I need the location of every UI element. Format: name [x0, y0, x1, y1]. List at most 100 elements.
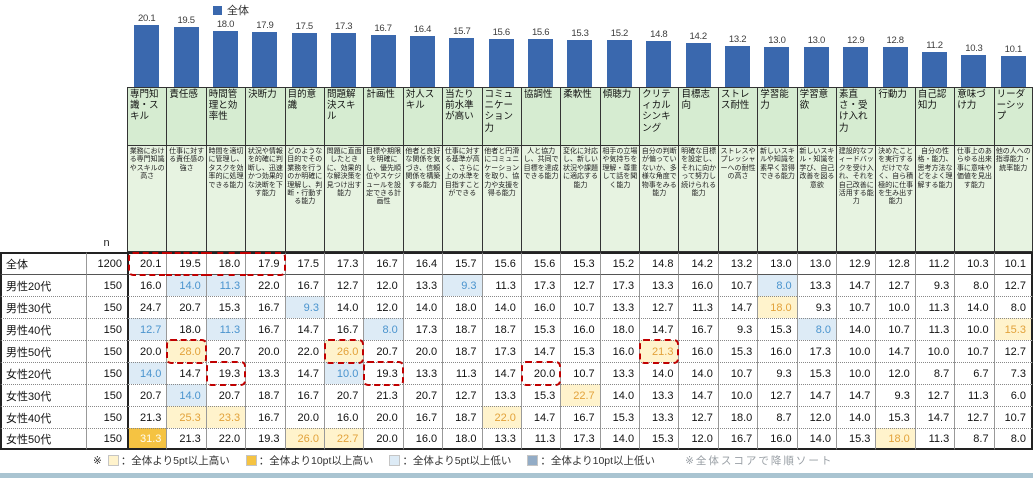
- score-cell: 14.7: [481, 362, 521, 384]
- score-cell: 15.3: [205, 296, 246, 318]
- skill-column-description: 他の人への指導能力・統率能力: [993, 145, 1033, 252]
- score-cell: 11.3: [205, 318, 246, 340]
- footnote-item-swatch: [389, 455, 401, 466]
- footnote-item-label: ：全体より10pt以上低い: [540, 455, 656, 467]
- bar-cell: 13.0: [797, 0, 836, 87]
- footnote-item-swatch: [245, 455, 257, 466]
- score-cell: 18.0: [875, 428, 915, 450]
- score-cell: 12.7: [639, 296, 679, 318]
- bar-cell: 15.2: [600, 0, 639, 87]
- bar: [1000, 55, 1026, 87]
- score-cell: 20.0: [520, 361, 562, 386]
- score-cell: 26.0: [323, 339, 365, 364]
- score-cell: 15.3: [836, 428, 876, 450]
- bar-cell: 15.7: [442, 0, 481, 87]
- score-cell: 22.0: [481, 406, 521, 428]
- score-cell: 12.7: [993, 340, 1033, 362]
- skill-column-header: 柔軟性: [560, 87, 600, 145]
- score-cell: 11.3: [914, 296, 955, 318]
- row-label: 男性50代: [0, 340, 86, 362]
- bar-value-label: 13.0: [768, 34, 786, 46]
- score-cell: 14.7: [284, 318, 324, 340]
- score-cell: 16.0: [402, 428, 443, 450]
- bar: [961, 55, 987, 87]
- row-n-value: 150: [86, 340, 127, 362]
- score-cell: 14.7: [796, 384, 837, 406]
- bar-cell: 16.7: [363, 0, 402, 87]
- row-n-value: 150: [86, 362, 127, 384]
- bar-cell: 11.2: [915, 0, 954, 87]
- score-cell: 8.0: [993, 428, 1033, 450]
- bar: [922, 52, 947, 87]
- score-cell: 21.3: [127, 406, 167, 428]
- score-cell: 10.7: [836, 296, 876, 318]
- score-cell: 19.5: [166, 252, 207, 276]
- skill-column-header: クリティカルシンキング: [639, 87, 679, 145]
- score-cell: 16.7: [402, 406, 443, 428]
- score-cell: 28.0: [166, 339, 207, 364]
- score-cell: 13.3: [639, 406, 679, 428]
- footnote-item-swatch: [107, 455, 119, 466]
- score-cell: 22.7: [560, 384, 600, 406]
- score-cell: 10.0: [875, 296, 915, 318]
- score-cell: 17.3: [520, 274, 561, 296]
- score-cell: 10.3: [954, 252, 994, 274]
- bar-value-label: 13.0: [807, 34, 826, 46]
- footnote-item: ：全体より5pt以上低い: [389, 453, 511, 468]
- score-cell: 11.2: [914, 252, 955, 274]
- score-cell: 16.7: [245, 406, 285, 428]
- skill-column-description: 決めたことを実行するだけでなく、自ら積極的に仕事を生み出す能力: [875, 145, 915, 252]
- row-label-spacer: [0, 145, 86, 252]
- footnote-item-label: ：全体より10pt以上高い: [258, 455, 374, 467]
- score-cell: 12.7: [875, 274, 915, 296]
- score-cell: 15.2: [599, 252, 640, 274]
- score-cell: 20.0: [127, 340, 167, 362]
- score-cell: 17.3: [599, 274, 640, 296]
- skill-column-description: 業務における専門知識やスキルの高さ: [127, 145, 167, 252]
- bar-cell: 14.2: [678, 0, 717, 87]
- skill-column-header: 行動力: [875, 87, 915, 145]
- skill-column-description: 仕事上のあらゆる出来事に意味や価値を見出す能力: [954, 145, 994, 252]
- score-cell: 13.3: [245, 362, 285, 384]
- score-cell: 13.3: [639, 274, 679, 296]
- row-label: 女性20代: [0, 362, 86, 384]
- skill-column-header: 計画性: [363, 87, 403, 145]
- footnote-legend: ※ ：全体より5pt以上高い ：全体より10pt以上高い ：全体より5pt以上低い：…: [0, 450, 1033, 471]
- score-cell: 12.0: [363, 274, 403, 296]
- skill-column-description: 建設的なフィードバックを受け入れ、それを自己改善に活用する能力: [836, 145, 876, 252]
- score-cell: 15.3: [520, 384, 561, 406]
- bar-value-label: 15.2: [610, 27, 629, 39]
- score-cell: 14.7: [914, 406, 955, 428]
- score-cell: 8.0: [993, 296, 1033, 318]
- skill-column-header: 協調性: [520, 87, 561, 145]
- footnote-item: ：全体より10pt以上低い: [527, 453, 655, 468]
- score-cell: 20.7: [363, 340, 403, 362]
- bar-value-label: 11.2: [926, 40, 943, 52]
- bar-value-label: 17.5: [295, 20, 314, 32]
- score-cell: 15.3: [520, 318, 561, 340]
- bar-value-label: 15.3: [571, 27, 589, 39]
- score-cell: 10.0: [717, 384, 758, 406]
- bar-value-label: 17.9: [256, 19, 274, 31]
- n-column-header: n: [86, 145, 127, 252]
- skill-column-description: 他者と良好な関係を気づき、信頼関係を構築する能力: [402, 145, 443, 252]
- bar-value-label: 18.0: [216, 19, 235, 31]
- score-cell: 8.0: [757, 274, 797, 296]
- score-cell: 14.0: [836, 318, 876, 340]
- score-cell: 18.0: [205, 252, 247, 276]
- score-cell: 14.0: [402, 296, 443, 318]
- row-n-value: 150: [86, 318, 127, 340]
- skill-column-description: ストレスやプレッシャーへの耐性の高さ: [717, 145, 758, 252]
- score-cell: 22.0: [205, 428, 246, 450]
- score-cell: 8.0: [363, 318, 403, 340]
- score-cell: 16.7: [678, 318, 718, 340]
- score-cell: 14.0: [836, 406, 876, 428]
- score-cell: 16.0: [757, 340, 797, 362]
- dashed-highlight: [166, 252, 207, 276]
- score-cell: 11.3: [481, 274, 521, 296]
- score-cell: 13.3: [481, 384, 521, 406]
- bar: [685, 43, 711, 87]
- row-label: 全体: [0, 252, 86, 274]
- bar-cell: 17.5: [285, 0, 324, 87]
- row-label: 男性20代: [0, 274, 86, 296]
